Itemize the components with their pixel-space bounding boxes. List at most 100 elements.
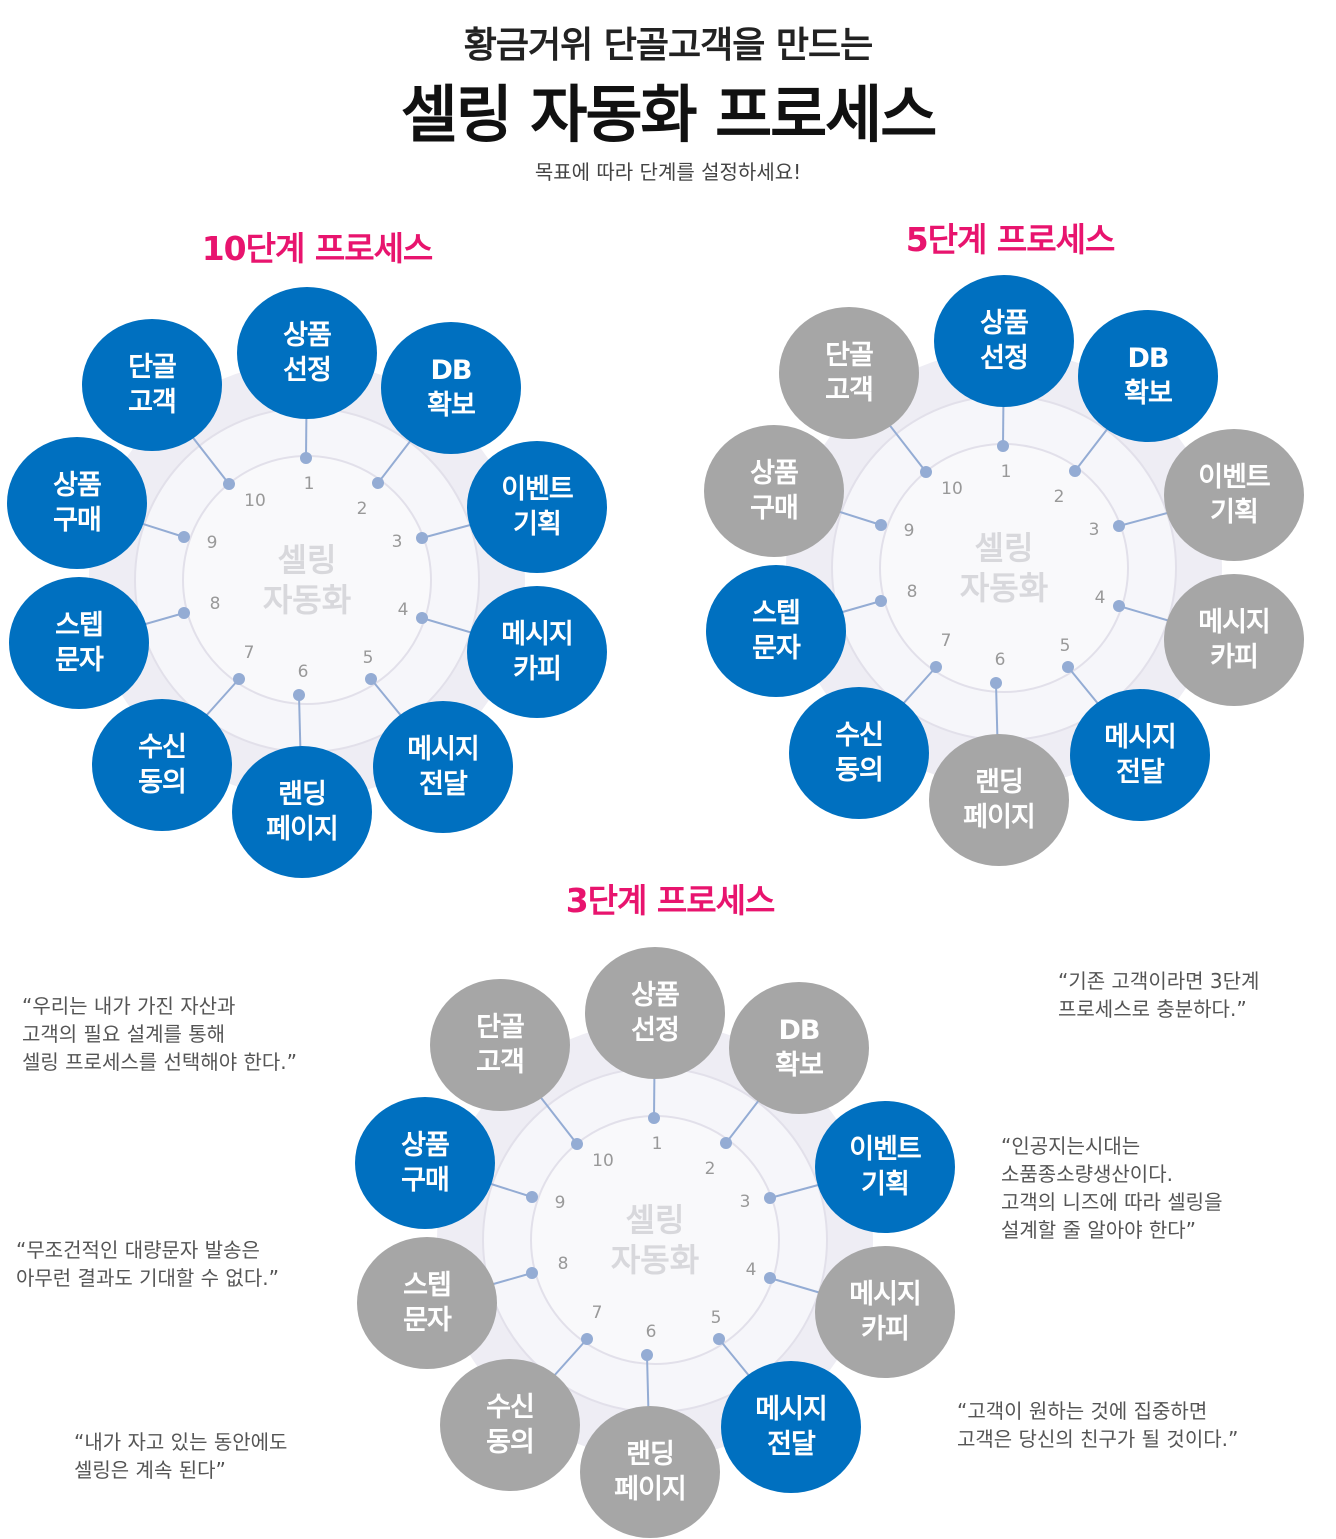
step-label: DB <box>1127 343 1170 374</box>
step-node-opt-in: 수신 동의 <box>92 699 232 831</box>
step-label: DB <box>778 1015 821 1046</box>
step-node-db-acquisition: DB 확보 <box>381 322 521 454</box>
step-number: 4 <box>745 1260 757 1280</box>
step-label: 이벤트 <box>1198 462 1271 493</box>
step-number: 8 <box>906 582 918 602</box>
connector-dot <box>223 478 235 490</box>
center-label: 셀링 자동화 <box>960 528 1048 608</box>
page-title: 셀링 자동화 프로세스 <box>400 78 938 151</box>
step-number: 5 <box>362 648 374 668</box>
step-node-product-selection: 상품 선정 <box>585 947 725 1079</box>
step-number: 4 <box>1094 588 1106 608</box>
step-label: 단골 <box>825 340 874 371</box>
connector-dot <box>1113 600 1125 612</box>
ring-2 <box>879 443 1129 693</box>
step-node-product-purchase: 상품 구매 <box>355 1097 495 1229</box>
step-label: 메시지 <box>849 1279 922 1310</box>
connector-dot <box>648 1112 660 1124</box>
ring-1 <box>482 1067 828 1413</box>
step-label: 문자 <box>55 645 104 676</box>
step-label: 카피 <box>861 1314 910 1345</box>
step-label: 메시지 <box>755 1394 828 1425</box>
step-label: 확보 <box>427 390 476 421</box>
step-label: 이벤트 <box>849 1134 922 1165</box>
step-label: 전달 <box>1116 757 1165 788</box>
step-number: 6 <box>297 662 309 682</box>
center-label-line: 셀링 <box>277 541 337 579</box>
step-label: 상품 <box>980 308 1029 339</box>
step-node-product-selection: 상품 선정 <box>237 287 377 419</box>
step-number: 5 <box>710 1308 722 1328</box>
connector-dot <box>713 1333 725 1345</box>
step-label: 페이지 <box>614 1474 687 1505</box>
connector-dot <box>581 1333 593 1345</box>
step-label: 수신 <box>486 1392 535 1423</box>
connector-dot <box>416 612 428 624</box>
step-label: 이벤트 <box>501 474 574 505</box>
quote-mass-sms: “무조건적인 대량문자 발송은 아무런 결과도 기대할 수 없다.” <box>16 1238 279 1290</box>
step-label: 고객 <box>825 375 874 406</box>
step-node-loyal-customer: 단골 고객 <box>82 319 222 451</box>
step-node-step-sms: 스텝 문자 <box>9 577 149 709</box>
step-label: 상품 <box>631 980 680 1011</box>
step-label: 고객 <box>128 387 177 418</box>
connector-dot <box>764 1192 776 1204</box>
connector-dot <box>1113 520 1125 532</box>
step-node-loyal-customer: 단골 고객 <box>430 979 570 1111</box>
step-number: 3 <box>391 532 403 552</box>
connector-dot <box>526 1267 538 1279</box>
step-label: 상품 <box>53 470 102 501</box>
connector-dot <box>641 1349 653 1361</box>
step-label: 랜딩 <box>975 767 1024 798</box>
center-label-line: 셀링 <box>974 529 1034 567</box>
step-label: 수신 <box>138 732 187 763</box>
step-label: 랜딩 <box>626 1439 675 1470</box>
step-label: 페이지 <box>963 802 1036 833</box>
step-number: 2 <box>356 499 368 519</box>
step-number: 6 <box>994 650 1006 670</box>
step-number: 7 <box>243 643 255 663</box>
step-label: 구매 <box>750 493 799 524</box>
step-label: DB <box>430 355 473 386</box>
step-label: 메시지 <box>501 619 574 650</box>
step-number: 5 <box>1059 636 1071 656</box>
ring-2 <box>182 455 432 705</box>
step-node-message-delivery: 메시지 전달 <box>373 701 513 833</box>
step-number: 3 <box>1088 520 1100 540</box>
step-number: 2 <box>1053 487 1065 507</box>
step-label: 구매 <box>53 505 102 536</box>
subtitle: 목표에 따라 단계를 설정하세요! <box>534 160 802 184</box>
step-label: 동의 <box>835 755 884 786</box>
step-label: 선정 <box>980 343 1029 374</box>
step-number: 9 <box>206 533 218 553</box>
center-label-line: 셀링 <box>625 1201 685 1239</box>
connector-dot <box>178 531 190 543</box>
step-label: 스텝 <box>752 598 801 629</box>
step-label: 전달 <box>767 1429 816 1460</box>
step-number: 1 <box>651 1134 663 1154</box>
connector-dot <box>416 532 428 544</box>
step-number: 1 <box>303 474 315 494</box>
step-number: 9 <box>554 1193 566 1213</box>
connector-dot <box>178 607 190 619</box>
step-number: 1 <box>1000 462 1012 482</box>
title-10-step: 10단계 프로세스 <box>201 229 434 268</box>
step-number: 10 <box>244 491 266 511</box>
step-label: 전달 <box>419 769 468 800</box>
ring-1 <box>134 407 480 753</box>
connector-dot <box>875 595 887 607</box>
quote-existing-customer: “기존 고객이라면 3단계 프로세스로 충분하다.” <box>1058 969 1260 1021</box>
title-5-step: 5단계 프로세스 <box>905 220 1116 259</box>
connector-dot <box>293 689 305 701</box>
step-node-db-acquisition: DB 확보 <box>729 982 869 1114</box>
step-label: 기획 <box>513 509 562 540</box>
connector-dot <box>930 661 942 673</box>
step-label: 단골 <box>476 1012 525 1043</box>
step-node-opt-in: 수신 동의 <box>440 1359 580 1491</box>
connector-dot <box>372 477 384 489</box>
